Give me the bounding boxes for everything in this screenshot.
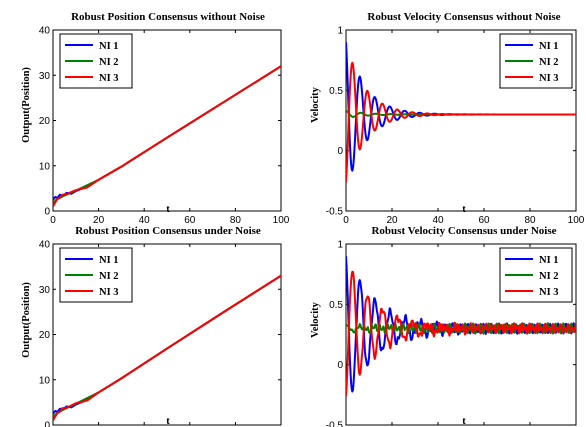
axes-box xyxy=(52,243,282,426)
legend-label: NI 1 xyxy=(539,41,559,52)
legend: NI 1 NI 2 NI 3 xyxy=(499,33,573,89)
y-tick-label: 0 xyxy=(44,421,50,427)
legend-label: NI 1 xyxy=(99,255,119,266)
y-tick-label: 0 xyxy=(337,146,343,157)
x-tick-label: 100 xyxy=(568,215,585,226)
y-tick-label: 30 xyxy=(39,285,51,296)
legend: NI 1 NI 2 NI 3 xyxy=(499,247,573,303)
legend-label: NI 3 xyxy=(539,287,559,298)
y-tick-label: 1 xyxy=(337,26,343,37)
x-tick-label: 80 xyxy=(524,215,536,226)
x-tick-label: 20 xyxy=(93,215,105,226)
legend-label: NI 3 xyxy=(99,287,119,298)
panel-position-noise: Robust Position Consensus under Noise Ou… xyxy=(21,225,282,427)
chart-title: Robust Velocity Consensus without Noise xyxy=(367,11,560,23)
panel-velocity-no-noise: Robust Velocity Consensus without Noise … xyxy=(310,11,585,226)
x-tick-label: 80 xyxy=(230,215,242,226)
legend-label: NI 2 xyxy=(99,271,119,282)
axes-box xyxy=(345,243,577,426)
y-tick-label: 40 xyxy=(39,240,51,251)
plot-area xyxy=(52,29,282,212)
x-axis-label: t xyxy=(166,416,170,427)
chart-title: Robust Position Consensus without Noise xyxy=(71,11,265,23)
y-tick-label: 10 xyxy=(39,375,51,386)
legend-label: NI 1 xyxy=(99,41,119,52)
y-axis-label: Velocity xyxy=(310,86,321,123)
series-line-ni-3 xyxy=(346,270,576,397)
x-axis-label: t xyxy=(462,416,466,427)
legend-label: NI 3 xyxy=(539,73,559,84)
y-axis-label: Velocity xyxy=(310,301,321,338)
plot-area xyxy=(345,29,577,212)
legend: NI 1 NI 2 NI 3 xyxy=(59,247,133,303)
y-tick-label: 40 xyxy=(39,26,51,37)
x-tick-label: 0 xyxy=(50,215,56,226)
series-line-ni-3 xyxy=(53,274,281,421)
y-tick-label: -0.5 xyxy=(326,421,344,427)
axes-box xyxy=(52,29,282,212)
x-tick-label: 60 xyxy=(478,215,490,226)
legend-label: NI 1 xyxy=(539,255,559,266)
y-tick-label: 0.5 xyxy=(329,300,343,311)
panel-velocity-noise: Robust Velocity Consensus under Noise Ve… xyxy=(310,225,577,427)
plot-area xyxy=(52,243,282,426)
y-tick-label: 1 xyxy=(337,240,343,251)
y-tick-label: 0 xyxy=(337,360,343,371)
x-tick-label: 40 xyxy=(432,215,444,226)
x-tick-label: 40 xyxy=(139,215,151,226)
y-tick-label: -0.5 xyxy=(326,207,344,218)
y-tick-label: 0.5 xyxy=(329,86,343,97)
x-axis-label: t xyxy=(166,204,170,215)
chart-title: Robust Position Consensus under Noise xyxy=(75,225,261,237)
chart-title: Robust Velocity Consensus under Noise xyxy=(371,225,556,237)
y-tick-label: 20 xyxy=(39,330,51,341)
series-line-ni-3 xyxy=(53,65,281,207)
legend-label: NI 3 xyxy=(99,73,119,84)
y-axis-label: Output(Position) xyxy=(21,67,32,143)
legend-label: NI 2 xyxy=(99,57,119,68)
panel-position-no-noise: Robust Position Consensus without Noise … xyxy=(21,11,290,226)
plot-area xyxy=(345,243,577,426)
x-tick-label: 0 xyxy=(343,215,349,226)
x-axis-label: t xyxy=(462,204,466,215)
y-tick-label: 0 xyxy=(44,207,50,218)
series-line-ni-3 xyxy=(346,61,576,183)
x-tick-label: 20 xyxy=(386,215,398,226)
y-axis-label: Output(Position) xyxy=(21,282,32,358)
legend: NI 1 NI 2 NI 3 xyxy=(59,33,133,89)
y-tick-label: 20 xyxy=(39,116,51,127)
x-tick-label: 100 xyxy=(273,215,290,226)
y-tick-label: 10 xyxy=(39,161,51,172)
y-tick-label: 30 xyxy=(39,71,51,82)
x-tick-label: 60 xyxy=(184,215,196,226)
axes-box xyxy=(345,29,577,212)
legend-label: NI 2 xyxy=(539,57,559,68)
legend-label: NI 2 xyxy=(539,271,559,282)
